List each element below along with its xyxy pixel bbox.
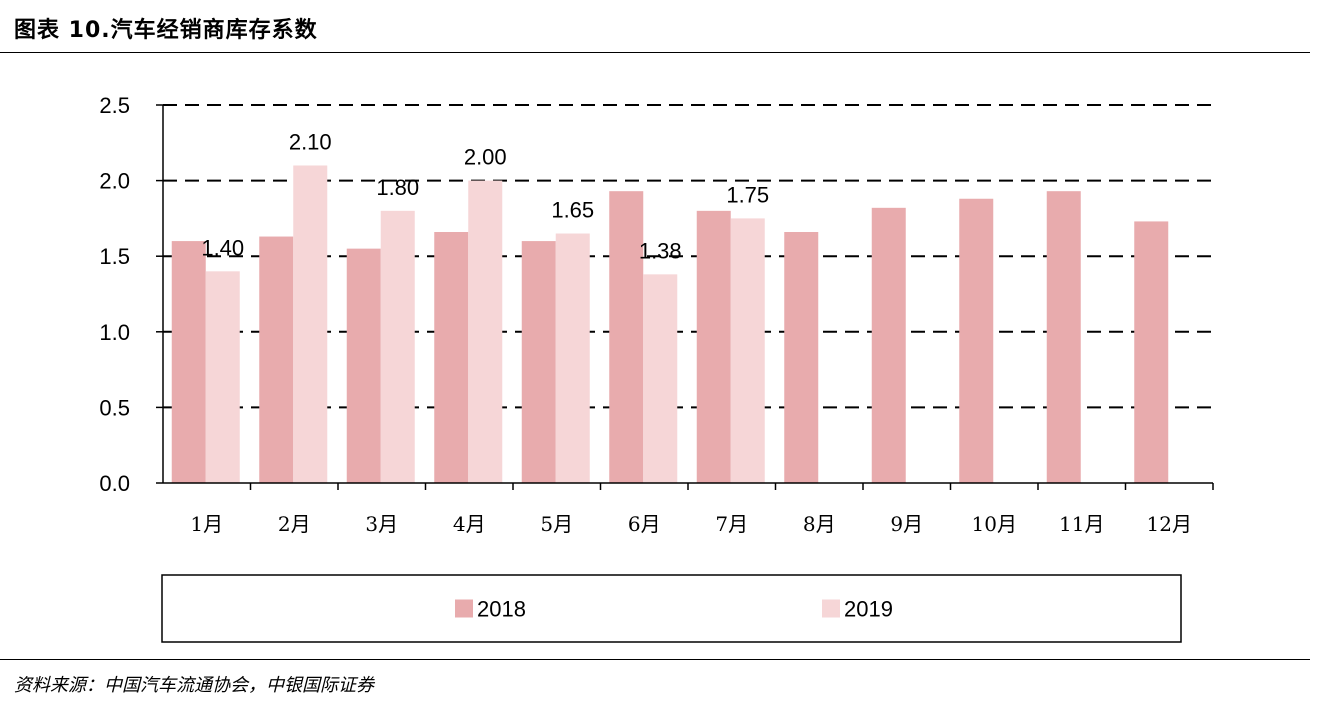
- x-tick-label: 5月: [540, 512, 573, 536]
- x-tick-label: 1月: [190, 512, 223, 536]
- data-labels: 1.40 2.10 1.80 2.00 1.65 1.38 1.75: [201, 129, 769, 263]
- data-label: 1.75: [726, 182, 769, 207]
- bar-2018: [959, 198, 994, 483]
- y-tick-label: 0.0: [99, 471, 130, 496]
- x-tick-label: 9月: [890, 512, 923, 536]
- x-tick-label: 8月: [803, 512, 836, 536]
- bars: [171, 165, 1169, 484]
- y-tick-label: 1.0: [99, 320, 130, 345]
- bar-2019: [293, 165, 328, 484]
- data-label: 1.40: [201, 235, 244, 260]
- bar-2019: [555, 233, 590, 483]
- x-tick-label: 4月: [453, 512, 486, 536]
- y-tick-labels: 0.0 0.5 1.0 1.5 2.0 2.5: [99, 93, 130, 496]
- bar-2018: [171, 241, 206, 483]
- figure-title: 图表 10.汽车经销商库存系数: [14, 18, 318, 43]
- data-label: 1.38: [639, 238, 682, 263]
- bar-2018: [521, 241, 556, 483]
- x-tick-label: 11月: [1059, 512, 1104, 536]
- bar-2018: [434, 232, 469, 483]
- legend-label-2018: 2018: [477, 597, 526, 622]
- bar-2019: [468, 180, 503, 483]
- x-tick-label: 10月: [972, 512, 1017, 536]
- legend-label-2019: 2019: [844, 597, 893, 622]
- bar-2018: [871, 207, 906, 484]
- x-tick-label: 2月: [278, 512, 311, 536]
- data-label: 2.00: [464, 145, 507, 170]
- data-label: 1.80: [376, 175, 419, 200]
- y-tick-label: 0.5: [99, 395, 130, 420]
- y-tick-label: 1.5: [99, 244, 130, 269]
- x-tick-labels: 1月 2月 3月 4月 5月 6月 7月 8月 9月 10月 11月 12月: [190, 512, 1192, 536]
- bar-2019: [643, 274, 678, 483]
- legend-box: [161, 574, 1182, 643]
- bar-2019: [380, 210, 415, 483]
- y-tick-label: 2.0: [99, 169, 130, 194]
- data-label: 1.65: [551, 198, 594, 223]
- bar-2018: [784, 232, 819, 483]
- bottom-rule: [0, 659, 1310, 660]
- bar-2019: [205, 271, 240, 483]
- legend-swatch-2019: [822, 599, 840, 618]
- source-note: 资料来源：中国汽车流通协会，中银国际证券: [14, 675, 374, 696]
- bar-2019: [730, 218, 765, 483]
- legend: 2018 2019: [161, 574, 1182, 643]
- legend-swatch-2018: [455, 599, 473, 618]
- bar-2018: [696, 210, 731, 483]
- x-tick-label: 7月: [715, 512, 748, 536]
- bar-2018: [1046, 191, 1081, 483]
- x-tick-label: 12月: [1147, 512, 1192, 536]
- bar-2018: [609, 191, 644, 483]
- top-rule: [0, 52, 1310, 53]
- bar-2018: [346, 248, 381, 483]
- bar-2018: [1134, 221, 1169, 483]
- data-label: 2.10: [289, 129, 332, 154]
- axes: [156, 104, 1214, 490]
- x-tick-label: 6月: [628, 512, 661, 536]
- bar-2018: [259, 236, 294, 483]
- x-tick-label: 3月: [365, 512, 398, 536]
- y-tick-label: 2.5: [99, 93, 130, 118]
